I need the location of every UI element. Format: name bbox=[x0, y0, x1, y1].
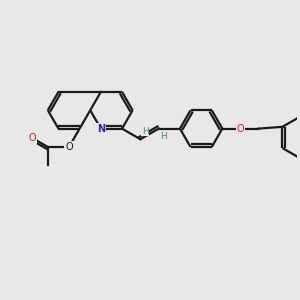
Text: O: O bbox=[237, 124, 244, 134]
Text: N: N bbox=[97, 124, 105, 134]
Text: H: H bbox=[142, 127, 148, 136]
Text: O: O bbox=[29, 133, 36, 143]
Text: H: H bbox=[160, 132, 167, 141]
Text: O: O bbox=[65, 142, 73, 152]
